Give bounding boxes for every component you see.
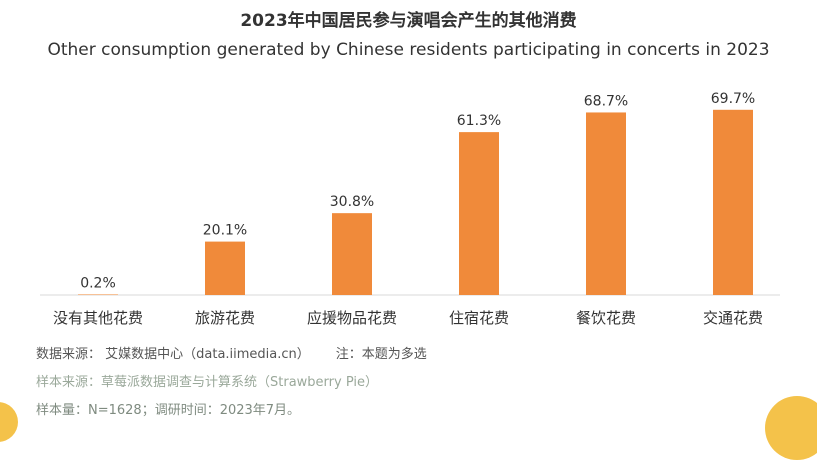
- category-label-3: 住宿花费: [449, 309, 509, 327]
- source-text: 数据来源： 艾媒数据中心（data.iimedia.cn）: [36, 347, 310, 362]
- note-text: 注：本题为多选: [335, 347, 427, 362]
- bar-4: [586, 112, 626, 295]
- decorative-circle-right: [765, 396, 817, 460]
- bar-value-label-2: 30.8%: [330, 194, 374, 210]
- sample-source: 样本来源：草莓派数据调查与计算系统（Strawberry Pie）: [36, 375, 378, 390]
- bar-2: [332, 213, 372, 295]
- sample-size: 样本量：N=1628；调研时间：2023年7月。: [36, 403, 301, 418]
- category-label-4: 餐饮花费: [576, 309, 636, 327]
- decorative-circle-left: [0, 402, 18, 442]
- bar-1: [205, 241, 245, 295]
- category-label-2: 应援物品花费: [307, 309, 397, 327]
- bar-value-label-3: 61.3%: [457, 113, 501, 129]
- chart-subtitle: Other consumption generated by Chinese r…: [47, 40, 770, 60]
- bar-chart: 0.2% 没有其他花费 20.1% 旅游花费 30.8% 应援物品花费 61.3% 住宿花费 6…: [40, 91, 780, 327]
- category-label-0: 没有其他花费: [53, 309, 143, 327]
- bar-value-label-5: 69.7%: [711, 91, 755, 107]
- bar-5: [713, 109, 753, 295]
- bar-0: [78, 294, 118, 295]
- bar-value-label-1: 20.1%: [203, 223, 247, 239]
- bar-3: [459, 132, 499, 295]
- chart-title: 2023年中国居民参与演唱会产生的其他消费: [240, 11, 577, 31]
- bar-value-label-4: 68.7%: [584, 93, 628, 109]
- category-label-5: 交通花费: [703, 309, 763, 327]
- category-label-1: 旅游花费: [195, 309, 255, 327]
- bar-value-label-0: 0.2%: [80, 275, 116, 291]
- data-source: 数据来源： 艾媒数据中心（data.iimedia.cn） 注：本题为多选: [36, 343, 427, 362]
